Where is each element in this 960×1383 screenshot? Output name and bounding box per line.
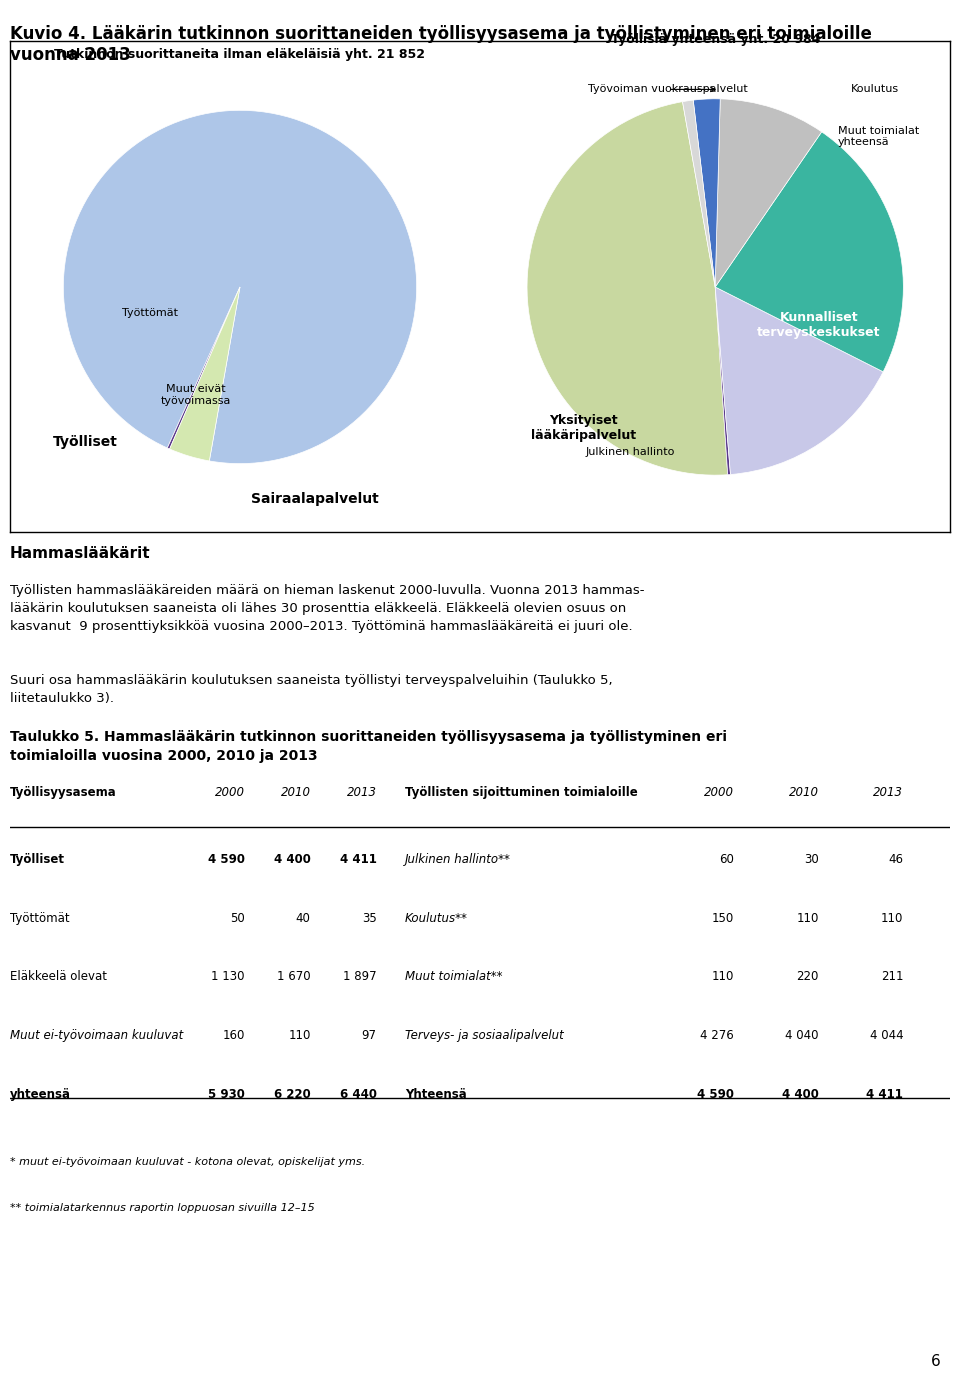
Text: 40: 40 <box>296 911 311 925</box>
Text: Terveys- ja sosiaalipalvelut: Terveys- ja sosiaalipalvelut <box>405 1029 564 1043</box>
Text: 110: 110 <box>796 911 819 925</box>
Text: 6 440: 6 440 <box>340 1088 376 1101</box>
Text: 4 590: 4 590 <box>697 1088 734 1101</box>
Text: yhteensä: yhteensä <box>10 1088 71 1101</box>
Text: * muut ei-työvoimaan kuuluvat - kotona olevat, opiskelijat yms.: * muut ei-työvoimaan kuuluvat - kotona o… <box>10 1158 365 1167</box>
Text: 30: 30 <box>804 853 819 866</box>
Wedge shape <box>693 98 720 288</box>
Text: 2010: 2010 <box>280 786 311 799</box>
Text: Työlliset: Työlliset <box>53 434 118 448</box>
Wedge shape <box>167 286 240 449</box>
Text: 160: 160 <box>223 1029 245 1043</box>
Text: Eläkkeelä olevat: Eläkkeelä olevat <box>10 971 107 983</box>
Text: 220: 220 <box>796 971 819 983</box>
Text: 211: 211 <box>881 971 903 983</box>
Text: 1 897: 1 897 <box>343 971 376 983</box>
Text: Kuvio 4. Lääkärin tutkinnon suorittaneiden työllisyysasema ja työllistyminen eri: Kuvio 4. Lääkärin tutkinnon suorittaneid… <box>10 25 872 64</box>
Text: Työttömät: Työttömät <box>122 308 179 318</box>
Text: 4 411: 4 411 <box>867 1088 903 1101</box>
Wedge shape <box>63 111 417 463</box>
Text: 1 130: 1 130 <box>211 971 245 983</box>
Text: 1 670: 1 670 <box>277 971 311 983</box>
Text: ** toimialatarkennus raportin loppuosan sivuilla 12–15: ** toimialatarkennus raportin loppuosan … <box>10 1203 314 1213</box>
Text: Julkinen hallinto**: Julkinen hallinto** <box>405 853 511 866</box>
Text: 2000: 2000 <box>215 786 245 799</box>
Text: 110: 110 <box>711 971 734 983</box>
Text: Sairaalapalvelut: Sairaalapalvelut <box>252 491 379 506</box>
Text: 50: 50 <box>230 911 245 925</box>
Text: Työlliset: Työlliset <box>10 853 64 866</box>
Text: Työttömät: Työttömät <box>10 911 69 925</box>
Text: 4 400: 4 400 <box>781 1088 819 1101</box>
Text: 60: 60 <box>719 853 734 866</box>
Text: Työvoiman vuokrauspalvelut: Työvoiman vuokrauspalvelut <box>588 84 748 94</box>
Wedge shape <box>715 131 903 372</box>
Text: 46: 46 <box>888 853 903 866</box>
Text: Kunnalliset
terveyskeskukset: Kunnalliset terveyskeskukset <box>756 311 880 339</box>
Title: Tutkinnon suorittaneita ilman eläkeläisiä yht. 21 852: Tutkinnon suorittaneita ilman eläkeläisi… <box>55 48 425 61</box>
Text: 97: 97 <box>362 1029 376 1043</box>
Wedge shape <box>715 288 883 474</box>
Wedge shape <box>715 288 731 474</box>
Text: Koulutus: Koulutus <box>851 84 899 94</box>
Text: Yhteensä: Yhteensä <box>405 1088 467 1101</box>
Wedge shape <box>170 286 240 461</box>
Text: Suuri osa hammaslääkärin koulutuksen saaneista työllistyi terveyspalveluihin (Ta: Suuri osa hammaslääkärin koulutuksen saa… <box>10 674 612 704</box>
Wedge shape <box>527 102 728 476</box>
Text: Koulutus**: Koulutus** <box>405 911 468 925</box>
Text: Yksityiset
lääkäripalvelut: Yksityiset lääkäripalvelut <box>531 414 636 443</box>
Text: Työllisyysasema: Työllisyysasema <box>10 786 116 799</box>
Text: 5 930: 5 930 <box>208 1088 245 1101</box>
Text: Muut eivät
työvoimassa: Muut eivät työvoimassa <box>160 384 231 405</box>
Text: 6: 6 <box>931 1354 941 1369</box>
Text: Muut toimialat**: Muut toimialat** <box>405 971 502 983</box>
Text: 2013: 2013 <box>347 786 376 799</box>
Text: Muut toimialat
yhteensä: Muut toimialat yhteensä <box>837 126 919 147</box>
Text: Taulukko 5. Hammaslääkärin tutkinnon suorittaneiden työllisyysasema ja työllisty: Taulukko 5. Hammaslääkärin tutkinnon suo… <box>10 730 727 762</box>
Text: 110: 110 <box>288 1029 311 1043</box>
Text: 2010: 2010 <box>789 786 819 799</box>
Text: 110: 110 <box>881 911 903 925</box>
Text: 2013: 2013 <box>874 786 903 799</box>
Text: 4 590: 4 590 <box>207 853 245 866</box>
Wedge shape <box>683 100 715 288</box>
Text: 2000: 2000 <box>704 786 734 799</box>
Text: 4 044: 4 044 <box>870 1029 903 1043</box>
Text: 6 220: 6 220 <box>274 1088 311 1101</box>
Text: 35: 35 <box>362 911 376 925</box>
Text: 4 040: 4 040 <box>785 1029 819 1043</box>
Text: Muut ei-työvoimaan kuuluvat: Muut ei-työvoimaan kuuluvat <box>10 1029 182 1043</box>
Text: 4 400: 4 400 <box>274 853 311 866</box>
Text: Julkinen hallinto: Julkinen hallinto <box>586 447 675 456</box>
Text: Työllisten hammaslääkäreiden määrä on hieman laskenut 2000-luvulla. Vuonna 2013 : Työllisten hammaslääkäreiden määrä on hi… <box>10 584 644 632</box>
Text: Työllisten sijoittuminen toimialoille: Työllisten sijoittuminen toimialoille <box>405 786 637 799</box>
Text: Hammaslääkärit: Hammaslääkärit <box>10 546 150 561</box>
Text: 4 276: 4 276 <box>700 1029 734 1043</box>
Wedge shape <box>715 98 822 288</box>
Title: Työllisiä yhteensä yht. 20 984: Työllisiä yhteensä yht. 20 984 <box>611 33 820 47</box>
Text: 150: 150 <box>711 911 734 925</box>
Text: 4 411: 4 411 <box>340 853 376 866</box>
